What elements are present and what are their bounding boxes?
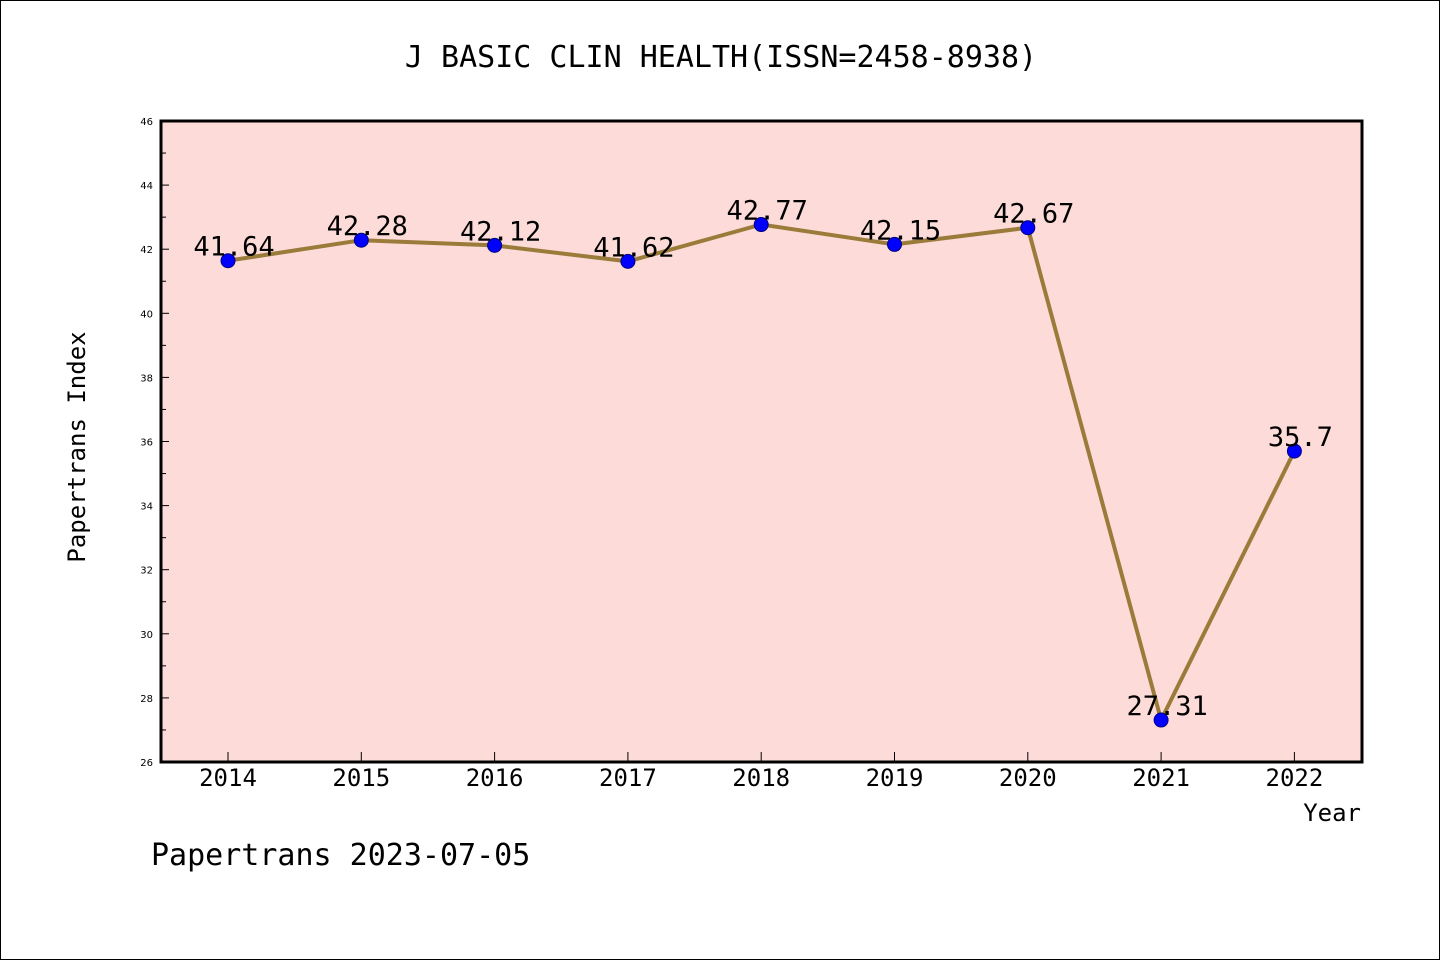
x-tick-label: 2017 <box>599 764 657 792</box>
data-point-marker <box>353 232 369 248</box>
footer-date-stamp: Papertrans 2023-07-05 <box>151 838 530 873</box>
y-tick-label: 42 <box>140 245 153 256</box>
data-point-marker <box>1153 712 1169 728</box>
y-tick-label: 34 <box>140 502 153 513</box>
x-tick-label: 2019 <box>866 764 924 792</box>
plot-border <box>159 119 1364 764</box>
y-tick-label: 32 <box>140 566 153 577</box>
x-axis-label: Year <box>1303 799 1361 827</box>
y-tick-label: 40 <box>140 309 153 320</box>
x-tick-label: 2014 <box>199 764 257 792</box>
x-axis-ticks: 2014 2015 2016 2017 2018 2019 2020 2021 2022 <box>199 752 1323 792</box>
x-tick-label: 2020 <box>999 764 1057 792</box>
y-tick-label: 36 <box>140 438 153 449</box>
data-point-marker <box>753 217 769 233</box>
x-tick-label: 2022 <box>1266 764 1324 792</box>
data-point-marker <box>887 236 902 252</box>
y-tick-label: 26 <box>140 758 153 769</box>
data-label: 35.7 <box>1268 422 1333 453</box>
data-label: 27.31 <box>1126 691 1207 722</box>
data-point-marker <box>220 253 236 269</box>
series-layer <box>220 217 1302 728</box>
y-tick-label: 44 <box>140 181 153 192</box>
y-tick-label: 46 <box>140 117 153 128</box>
chart-title: J BASIC CLIN HEALTH(ISSN=2458-8938) <box>405 40 1037 75</box>
data-labels-layer: 41.64 42.28 42.12 41.62 42.77 42.15 42.67 27.31… <box>193 196 1333 722</box>
x-tick-label: 2018 <box>732 764 790 792</box>
y-tick-label: 30 <box>140 630 153 641</box>
data-point-marker <box>487 237 503 253</box>
y-tick-label: 28 <box>140 694 153 705</box>
x-tick-label: 2015 <box>332 764 390 792</box>
y-axis-label: Papertrans Index <box>63 331 91 562</box>
data-point-marker <box>1286 443 1302 459</box>
x-tick-label: 2021 <box>1132 764 1190 792</box>
data-label: 42.28 <box>327 211 408 242</box>
data-label: 41.62 <box>593 232 674 263</box>
y-tick-label: 38 <box>140 373 153 384</box>
data-point-marker <box>620 253 636 269</box>
data-point-marker <box>1020 220 1036 236</box>
data-label: 41.64 <box>193 232 274 263</box>
data-label: 42.15 <box>860 215 941 246</box>
data-label: 42.77 <box>727 196 808 227</box>
data-label: 42.67 <box>993 199 1074 230</box>
x-tick-label: 2016 <box>466 764 524 792</box>
data-label: 42.12 <box>460 216 541 247</box>
